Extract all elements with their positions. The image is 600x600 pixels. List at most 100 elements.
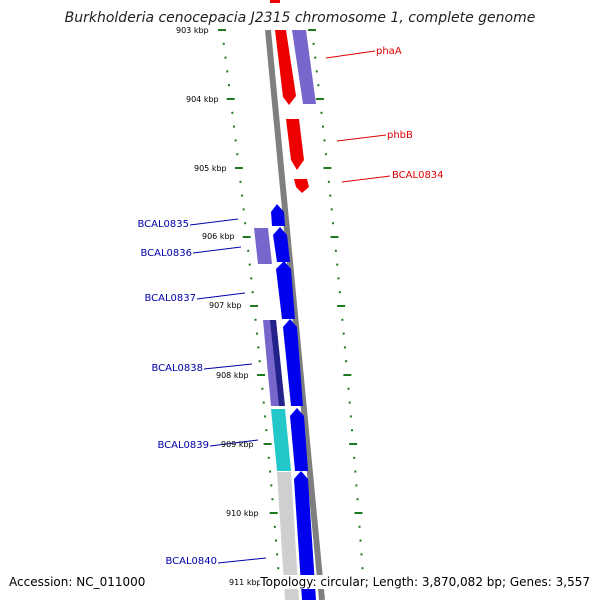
scale-label: 908 kbp [216,371,249,380]
accession-text: Accession: NC_011000 [9,575,146,589]
major-tick [315,98,324,100]
minor-tick [261,387,264,390]
gene-label-BCAL0836[interactable]: BCAL0836 [140,248,192,259]
minor-tick [248,263,251,266]
callout-BCAL0839 [209,439,259,447]
feature-stub-red [270,0,280,3]
gene-label-BCAL0837[interactable]: BCAL0837 [144,293,196,304]
minor-tick [262,401,265,404]
minor-tick [277,567,280,570]
minor-tick [356,498,359,501]
minor-tick [250,277,253,280]
outer-tick-ring [308,29,368,583]
minor-tick [315,70,318,73]
gene-arrow-BCAL0836[interactable] [273,227,290,262]
major-tick [257,374,266,376]
callout-BCAL0840 [217,557,267,564]
minor-tick [312,42,315,45]
major-tick [242,236,251,238]
feature-cyan-BCAL0839[interactable] [271,409,291,471]
minor-tick [347,387,350,390]
major-tick [323,167,332,169]
callout-phaA [325,50,376,59]
major-tick [234,167,243,169]
feature-purple-phaA[interactable] [292,30,316,104]
minor-tick [273,525,276,528]
summary-label: Topology: circular; Length: 3,870,082 bp… [260,575,590,589]
gene-arrow-BCAL0840[interactable] [294,471,316,600]
callout-BCAL0835 [189,218,239,226]
minor-tick [271,498,274,501]
major-tick [226,98,235,100]
feature-purple-BCAL0836[interactable] [254,228,272,264]
callout-BCAL0834 [341,175,391,183]
feature-grey-BCAL0840[interactable] [277,472,299,600]
minor-tick [337,277,340,280]
minor-tick [345,360,348,363]
minor-tick [323,139,326,142]
minor-tick [244,222,247,225]
minor-tick [314,56,317,59]
gene-label-BCAL0840[interactable]: BCAL0840 [165,556,217,567]
minor-tick [341,318,344,321]
major-tick [250,305,259,307]
minor-tick [338,291,341,294]
minor-tick [320,111,323,114]
gene-arrow-BCAL0835[interactable] [271,204,285,226]
minor-tick [360,553,363,556]
gene-label-BCAL0839[interactable]: BCAL0839 [157,440,209,451]
minor-tick [239,180,242,183]
gene-arrow-phbB[interactable] [286,119,304,170]
gene-label-phaA[interactable]: phaA [376,46,402,57]
minor-tick [361,567,364,570]
minor-tick [242,208,245,211]
major-tick [337,305,346,307]
minor-tick [329,194,332,197]
minor-tick [321,125,324,128]
minor-tick [267,456,270,459]
gene-label-BCAL0838[interactable]: BCAL0838 [151,363,203,374]
minor-tick [275,539,278,542]
gene-label-BCAL0835[interactable]: BCAL0835 [137,219,189,230]
gene-arrow-BCAL0837[interactable] [276,261,295,319]
feature-navy-BCAL0838[interactable] [270,320,285,406]
scale-label: 910 kbp [226,509,259,518]
major-tick [349,443,358,445]
minor-tick [276,553,279,556]
scale-label: 907 kbp [209,301,242,310]
scale-label: 906 kbp [202,232,235,241]
minor-tick [257,346,260,349]
scale-label: 903 kbp [176,26,209,35]
gene-arrow-BCAL0839[interactable] [290,408,308,471]
minor-tick [264,415,267,418]
gene-label-BCAL0834[interactable]: BCAL0834 [392,170,444,181]
scale-label: 909 kbp [221,440,254,449]
minor-tick [265,429,268,432]
gene-arrow-phaA[interactable] [275,30,296,105]
minor-tick [332,222,335,225]
gene-label-phbB[interactable]: phbB [387,130,413,141]
minor-tick [231,111,234,114]
gene-arrow-BCAL0838[interactable] [283,319,303,406]
callout-BCAL0836 [192,246,242,254]
minor-tick [351,429,354,432]
gene-arrow-BCAL0834[interactable] [294,179,309,193]
summary-text: Topology: circular; Length: 3,870,082 bp… [260,575,590,589]
minor-tick [354,470,357,473]
map-title: Burkholderia cenocepacia J2315 chromosom… [64,10,536,26]
minor-tick [227,84,230,87]
minor-tick [342,332,345,335]
minor-tick [255,332,258,335]
minor-tick [270,484,273,487]
major-tick [330,236,339,238]
minor-tick [334,249,337,252]
minor-tick [358,525,361,528]
major-tick [269,512,278,514]
major-tick [263,443,272,445]
minor-tick [324,153,327,156]
minor-tick [222,42,225,45]
minor-tick [343,346,346,349]
minor-tick [355,484,358,487]
scale-label: 904 kbp [186,95,219,104]
